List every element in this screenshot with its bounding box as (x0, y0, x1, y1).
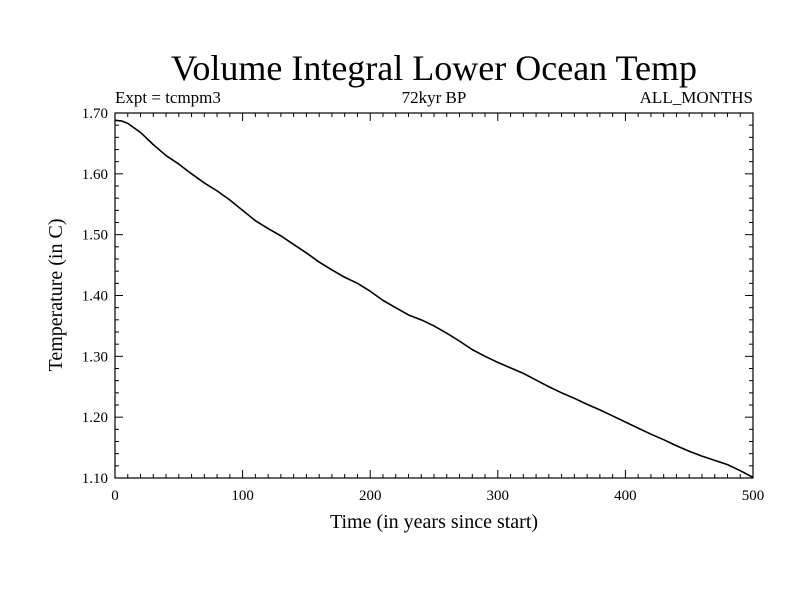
temperature-series-line (114, 119, 754, 479)
y-tick-labels: 1.10 1.20 1.30 1.40 1.50 1.60 1.70 (82, 106, 108, 487)
x-tick-label: 500 (742, 488, 765, 504)
x-axis-label: Time (in years since start) (330, 511, 538, 533)
chart-title: Volume Integral Lower Ocean Temp (171, 48, 697, 88)
y-tick-label: 1.30 (82, 349, 108, 365)
x-tick-label: 200 (359, 488, 382, 504)
plot-frame (114, 112, 754, 479)
x-tick-label: 100 (231, 488, 254, 504)
months-label: ALL_MONTHS (640, 88, 753, 107)
period-label: 72kyr BP (402, 88, 467, 107)
x-tick-label: 300 (487, 488, 510, 504)
tick-marks (114, 112, 754, 479)
x-tick-labels: 0 100 200 300 400 500 (111, 488, 764, 504)
y-tick-label: 1.50 (82, 228, 108, 244)
y-tick-label: 1.60 (82, 167, 108, 183)
y-tick-label: 1.70 (82, 106, 108, 122)
x-tick-label: 400 (614, 488, 637, 504)
x-tick-label: 0 (111, 488, 119, 504)
experiment-label: Expt = tcmpm3 (115, 88, 221, 107)
y-tick-label: 1.40 (82, 289, 108, 305)
y-tick-label: 1.20 (82, 410, 108, 426)
y-axis-label: Temperature (in C) (45, 219, 67, 372)
y-tick-label: 1.10 (82, 471, 108, 487)
